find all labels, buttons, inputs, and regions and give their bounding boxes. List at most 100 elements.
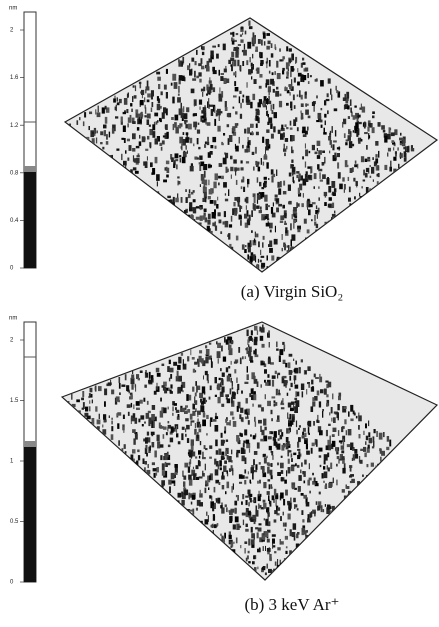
surface-speck <box>223 133 226 136</box>
surface-speck <box>210 230 213 235</box>
surface-speck <box>130 402 133 408</box>
surface-speck <box>245 408 250 416</box>
surface-speck <box>216 386 218 389</box>
surface-speck <box>319 430 323 436</box>
surface-speck <box>405 463 407 469</box>
surface-speck <box>368 489 373 493</box>
surface-speck <box>257 258 259 263</box>
surface-speck <box>270 362 274 365</box>
caption: (b) 3 keV Ar⁺ <box>244 595 339 614</box>
surface-speck <box>358 138 361 144</box>
surface-speck <box>270 43 273 48</box>
surface-speck <box>355 501 360 508</box>
surface-speck <box>269 240 273 247</box>
surface-speck <box>270 133 274 139</box>
surface-speck <box>414 478 417 483</box>
surface-speck <box>218 219 222 224</box>
surface-speck <box>194 361 198 365</box>
surface-speck <box>104 105 107 110</box>
surface-speck <box>208 80 212 84</box>
surface-speck <box>356 524 358 529</box>
surface-speck <box>296 429 298 435</box>
surface-speck <box>193 113 197 117</box>
surface-speck <box>163 381 167 387</box>
surface-speck <box>201 176 205 181</box>
surface-speck <box>172 412 174 416</box>
surface-speck <box>256 110 260 116</box>
surface-speck <box>257 404 262 408</box>
surface-speck <box>274 71 276 75</box>
surface-speck <box>403 146 406 150</box>
surface-speck <box>136 460 139 468</box>
surface-speck <box>214 394 217 397</box>
surface-speck <box>205 399 207 403</box>
surface-speck <box>297 81 300 86</box>
surface-speck <box>295 420 298 428</box>
surface-speck <box>242 519 245 526</box>
surface-speck <box>281 400 283 404</box>
surface-speck <box>281 247 283 252</box>
surface-speck <box>324 113 327 118</box>
surface-speck <box>156 467 159 473</box>
surface-speck <box>390 160 392 167</box>
surface-speck <box>260 158 262 165</box>
surface-speck <box>252 499 255 503</box>
surface-speck <box>259 505 262 508</box>
surface-speck <box>132 371 134 375</box>
surface-speck <box>139 100 144 106</box>
surface-speck <box>327 110 329 115</box>
surface-speck <box>202 412 206 418</box>
surface-speck <box>399 154 402 157</box>
surface-speck <box>189 202 193 209</box>
surface-speck <box>232 126 236 132</box>
surface-speck <box>320 108 323 111</box>
surface-speck <box>371 521 375 527</box>
surface-speck <box>239 113 243 119</box>
surface-speck <box>220 439 225 446</box>
surface-speck <box>282 359 286 364</box>
surface-speck <box>288 417 290 423</box>
surface-speck <box>296 464 300 468</box>
surface-speck <box>318 197 320 201</box>
surface-speck <box>268 547 270 551</box>
surface-speck <box>229 541 233 544</box>
surface-speck <box>354 453 359 459</box>
scale-tick-label: 0.8 <box>10 170 19 176</box>
surface-speck <box>170 426 174 433</box>
surface-speck <box>232 61 234 67</box>
surface-speck <box>199 350 203 354</box>
surface-speck <box>253 196 256 204</box>
surface-speck <box>224 220 229 228</box>
surface-speck <box>236 377 238 383</box>
surface-speck <box>189 463 191 467</box>
surface-speck <box>304 459 307 465</box>
surface-speck <box>225 447 229 454</box>
surface-speck <box>230 57 235 62</box>
surface-speck <box>354 504 356 510</box>
surface-speck <box>324 546 328 553</box>
surface-speck <box>282 191 287 195</box>
surface-speck <box>225 166 228 173</box>
surface-speck <box>217 358 219 364</box>
surface-speck <box>276 505 279 511</box>
surface-speck <box>303 564 306 570</box>
surface-speck <box>234 369 237 374</box>
surface-speck <box>292 176 294 182</box>
surface-speck <box>280 127 285 132</box>
surface-speck <box>124 110 126 113</box>
surface-speck <box>144 467 146 474</box>
surface-speck <box>248 344 250 347</box>
surface-speck <box>333 188 337 193</box>
surface-speck <box>261 39 263 46</box>
surface-speck <box>304 178 308 182</box>
surface-speck <box>320 124 323 128</box>
surface-speck <box>307 126 309 131</box>
surface-speck <box>326 504 331 510</box>
surface-speck <box>231 400 235 407</box>
surface-speck <box>133 438 136 445</box>
surface-speck <box>324 120 326 126</box>
surface-speck <box>250 252 254 259</box>
surface-speck <box>308 463 310 470</box>
surface-speck <box>193 143 195 147</box>
surface-speck <box>349 99 352 106</box>
